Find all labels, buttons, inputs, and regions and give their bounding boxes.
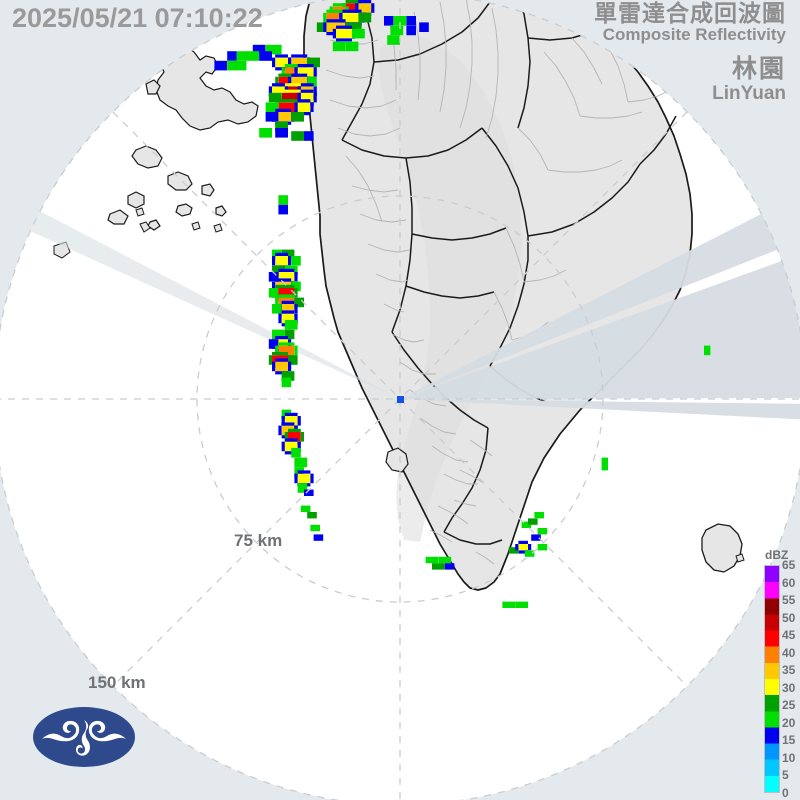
legend-tick-55: 55 bbox=[782, 593, 796, 608]
legend-tick-5: 5 bbox=[782, 768, 789, 783]
legend-title: dBZ bbox=[765, 548, 789, 562]
legend-tick-15: 15 bbox=[782, 733, 796, 748]
cwa-logo bbox=[32, 706, 136, 768]
legend-tick-60: 60 bbox=[782, 575, 796, 590]
radar-site-block: 林園 LinYuan bbox=[712, 55, 786, 104]
dbz-legend: dBZ 65 60 55 50 45 40 35 30 25 20 15 10 5 0 bbox=[762, 548, 800, 800]
range-label-150km: 150 km bbox=[88, 673, 146, 692]
timestamp-label: 2025/05/21 07:10:22 bbox=[12, 3, 263, 33]
legend-tick-40: 40 bbox=[782, 645, 796, 660]
legend-tick-labels: 65 60 55 50 45 40 35 30 25 20 15 10 5 0 bbox=[782, 559, 800, 799]
legend-tick-0: 0 bbox=[782, 786, 789, 800]
legend-tick-30: 30 bbox=[782, 680, 796, 695]
legend-tick-10: 10 bbox=[782, 750, 796, 765]
range-label-75km: 75 km bbox=[234, 531, 283, 550]
radar-site-name-en: LinYuan bbox=[712, 82, 786, 104]
product-title-en: Composite Reflectivity bbox=[602, 24, 786, 44]
legend-tick-50: 50 bbox=[782, 610, 796, 625]
legend-tick-45: 45 bbox=[782, 628, 796, 643]
legend-tick-35: 35 bbox=[782, 663, 796, 678]
radar-site-name-zh: 林園 bbox=[731, 55, 786, 83]
radar-site-marker bbox=[397, 396, 404, 403]
legend-color-bar bbox=[764, 565, 780, 793]
legend-tick-65: 65 bbox=[782, 558, 796, 572]
legend-tick-20: 20 bbox=[782, 715, 796, 730]
legend-tick-25: 25 bbox=[782, 698, 796, 713]
product-title-zh: 單雷達合成回波圖 bbox=[594, 0, 786, 26]
logo-wind-swirl bbox=[42, 720, 126, 756]
product-title-block: 單雷達合成回波圖 Composite Reflectivity bbox=[594, 1, 786, 45]
